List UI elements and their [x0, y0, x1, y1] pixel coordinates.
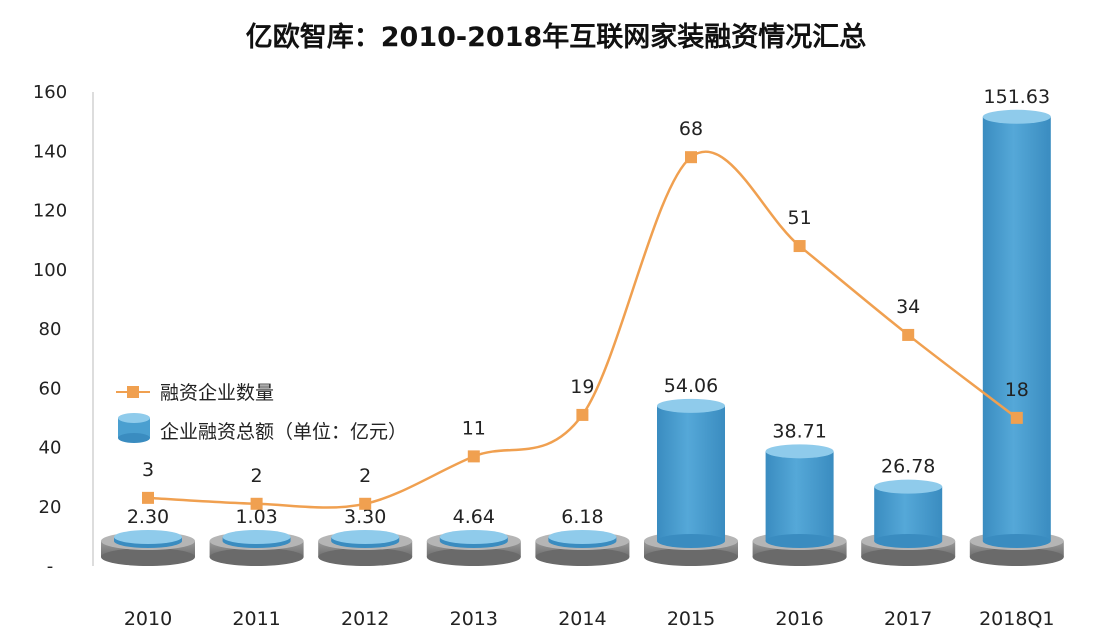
line-point: [250, 497, 263, 510]
bar-top-cap: [765, 444, 834, 459]
line-point: [467, 450, 480, 463]
line-point: [902, 328, 915, 341]
bar: [874, 486, 943, 541]
bar-data-label: 26.78: [881, 456, 935, 478]
y-tick-label: -: [47, 556, 54, 577]
line-point: [142, 491, 154, 504]
bar-bottom-cap: [982, 534, 1051, 548]
base-bottom: [752, 548, 847, 566]
legend: 融资企业数量 企业融资总额（单位：亿元）: [116, 382, 407, 443]
x-tick-label: 2012: [341, 608, 389, 630]
x-tick-label: 2018Q1: [979, 608, 1054, 630]
bar-data-label: 2.30: [127, 506, 169, 528]
bar-top-cap: [874, 479, 943, 494]
line-point: [576, 408, 589, 421]
line-data-label: 11: [462, 417, 486, 439]
base-bottom: [101, 548, 195, 566]
bar-top-cap: [222, 530, 291, 544]
legend-line-marker: [127, 386, 139, 398]
base-bottom: [426, 548, 521, 566]
bar-data-label: 151.63: [984, 86, 1050, 108]
base-bottom: [861, 548, 956, 566]
bar-data-label: 38.71: [772, 420, 826, 442]
bar-data-label: 3.30: [344, 506, 386, 528]
y-tick-label: 140: [33, 141, 67, 162]
y-tick-label: 100: [33, 260, 67, 281]
line-data-label: 51: [788, 207, 812, 229]
bar-data-label: 54.06: [664, 375, 718, 397]
base-bottom: [209, 548, 304, 566]
line-point: [685, 151, 697, 164]
bar-top-cap: [331, 530, 400, 544]
base-bottom: [644, 548, 738, 566]
x-tick-label: 2014: [558, 608, 606, 630]
legend-bar-bottom: [118, 433, 150, 443]
line-data-label: 2: [251, 465, 263, 487]
line-path: [147, 150, 1018, 509]
legend-bar-top: [118, 413, 150, 423]
line-data-label: 2: [359, 465, 371, 487]
base-bottom: [535, 548, 630, 566]
line-data-label: 3: [142, 459, 154, 481]
y-tick-label: 20: [39, 497, 62, 518]
base-bottom: [318, 548, 413, 566]
y-tick-label: 80: [39, 319, 62, 340]
x-tick-label: 2015: [667, 608, 715, 630]
bar-top-cap: [548, 530, 617, 544]
y-tick-label: 160: [33, 82, 67, 103]
x-tick-label: 2011: [232, 608, 280, 630]
line-data-label: 34: [896, 296, 920, 318]
x-tick-label: 2013: [450, 608, 498, 630]
bar: [657, 405, 725, 541]
bar-series: [114, 109, 1051, 548]
bar-data-label: 6.18: [561, 506, 603, 528]
legend-bar-label: 企业融资总额（单位：亿元）: [160, 421, 407, 443]
bar-bottom-cap: [765, 534, 834, 548]
line-point: [359, 497, 372, 510]
y-axis-ticks: - 20 40 60 80 100 120 140 160: [33, 82, 67, 577]
bar-top-cap: [439, 530, 508, 544]
line-data-label: 18: [1005, 379, 1029, 401]
bar-top-cap: [982, 109, 1051, 124]
line-data-labels: 3 2 2 11 19 68 51 34 18: [142, 118, 1029, 487]
bar-top-cap: [657, 398, 725, 413]
x-tick-label: 2016: [775, 608, 823, 630]
chart-title: 亿欧智库：2010-2018年互联网家装融资情况汇总: [246, 21, 867, 53]
line-point: [793, 240, 806, 253]
x-tick-label: 2017: [884, 608, 932, 630]
bar-data-labels: 2.30 1.03 3.30 4.64 6.18 54.06 38.71 26.78 151.6…: [127, 86, 1050, 528]
line-series: [142, 150, 1023, 510]
bar-bottom-cap: [874, 534, 943, 548]
legend-item-bar: 企业融资总额（单位：亿元）: [118, 413, 407, 443]
legend-bar-body: [118, 418, 150, 438]
y-tick-label: 60: [39, 378, 62, 399]
line-data-label: 68: [679, 118, 703, 140]
y-tick-label: 120: [33, 201, 67, 222]
legend-item-line: 融资企业数量: [116, 382, 274, 404]
bar-data-label: 1.03: [235, 506, 277, 528]
bar: [982, 116, 1051, 541]
bar-top-cap: [114, 530, 182, 544]
line-point: [1010, 411, 1023, 424]
x-tick-label: 2010: [124, 608, 172, 630]
base-bottom: [969, 548, 1064, 566]
legend-line-label: 融资企业数量: [160, 382, 274, 404]
bar-data-label: 4.64: [453, 506, 495, 528]
bar-bottom-cap: [657, 534, 725, 548]
y-tick-label: 40: [39, 438, 62, 459]
x-axis-ticks: 2010 2011 2012 2013 2014 2015 2016 2017 2018Q1: [124, 608, 1055, 630]
line-data-label: 19: [570, 376, 594, 398]
bar: [765, 451, 834, 541]
